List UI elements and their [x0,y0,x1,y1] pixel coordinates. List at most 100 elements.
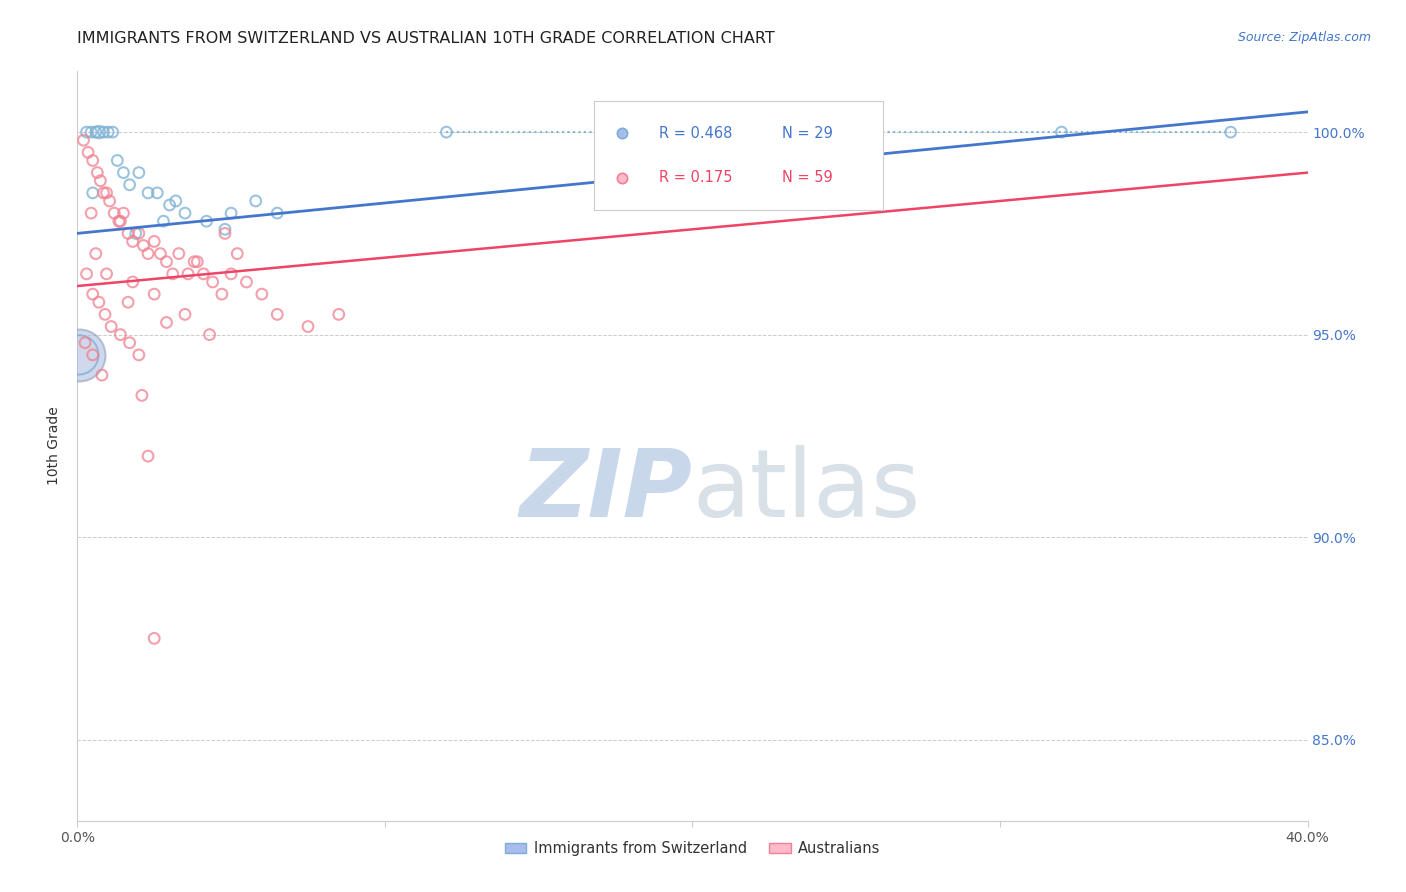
Text: atlas: atlas [693,445,921,537]
Legend: Immigrants from Switzerland, Australians: Immigrants from Switzerland, Australians [499,836,886,862]
Point [73,335,96,350]
Point [80,125,103,139]
Point [1050,125,1073,139]
Point [266,307,288,321]
Point [89,174,111,188]
Point [67,348,90,362]
Point [167,246,190,260]
Point [201,275,224,289]
Point [136,186,159,200]
Point [82,153,104,168]
Text: IMMIGRANTS FROM SWITZERLAND VS AUSTRALIAN 10TH GRADE CORRELATION CHART: IMMIGRANTS FROM SWITZERLAND VS AUSTRALIA… [77,31,775,46]
Point [76,267,98,281]
Point [121,275,143,289]
Point [183,254,205,268]
Point [128,348,150,362]
Point [211,287,233,301]
Point [76,125,98,139]
Point [82,348,104,362]
Point [162,267,184,281]
Text: R = 0.175: R = 0.175 [659,170,733,186]
Point [297,319,319,334]
Point [266,206,288,220]
Point [159,198,181,212]
Point [90,368,114,383]
Point [118,178,141,192]
Point [328,307,350,321]
Point [146,186,169,200]
Point [98,194,121,208]
Point [80,206,103,220]
Point [152,214,174,228]
Point [82,287,104,301]
Point [174,307,197,321]
Point [125,227,148,241]
Point [177,267,200,281]
Point [112,206,135,220]
Point [1219,125,1241,139]
Point [97,125,120,139]
Point [128,166,150,180]
Point [143,632,166,646]
Point [165,194,187,208]
Point [105,153,128,168]
Point [214,227,236,241]
Point [87,295,110,310]
Point [96,267,118,281]
Point [155,254,177,268]
Point [758,125,780,139]
Point [118,335,141,350]
Point [93,125,115,139]
Point [94,307,117,321]
Point [82,186,104,200]
Point [87,125,110,139]
Point [186,254,208,268]
Point [86,166,108,180]
Text: R = 0.468: R = 0.468 [659,126,733,141]
Point [117,295,139,310]
Point [112,166,135,180]
Point [193,267,215,281]
Point [226,246,249,260]
Point [101,125,124,139]
Point [155,316,177,330]
Point [214,222,236,236]
Point [96,186,118,200]
Point [121,235,143,249]
Point [149,246,172,260]
Y-axis label: 10th Grade: 10th Grade [48,407,62,485]
Point [245,194,267,208]
FancyBboxPatch shape [595,102,883,210]
Point [93,186,115,200]
Text: N = 59: N = 59 [782,170,832,186]
Point [110,214,132,228]
Point [128,227,150,241]
Point [108,214,131,228]
Point [72,133,94,147]
Point [250,287,273,301]
Point [143,235,166,249]
Text: ZIP: ZIP [520,445,693,537]
Point [103,206,125,220]
Point [219,267,242,281]
Point [117,227,139,241]
Point [131,388,153,402]
Point [198,327,221,342]
Text: N = 29: N = 29 [782,126,834,141]
Point [84,246,107,260]
Point [195,214,218,228]
Point [84,125,107,139]
Point [235,275,257,289]
Point [110,327,132,342]
Point [136,449,159,463]
Point [100,319,122,334]
Point [436,125,458,139]
Point [67,348,90,362]
Point [136,246,159,260]
Point [174,206,197,220]
Point [143,287,166,301]
Point [219,206,242,220]
Point [77,145,100,160]
Point [132,238,155,252]
Text: Source: ZipAtlas.com: Source: ZipAtlas.com [1237,31,1371,45]
